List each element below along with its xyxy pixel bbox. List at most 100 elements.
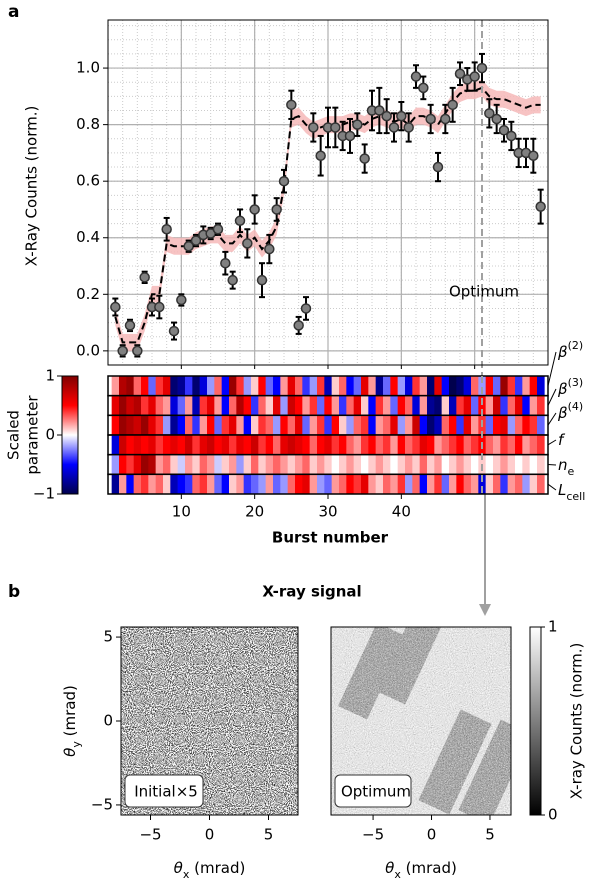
data-point: [513, 137, 524, 169]
heat-cell: [529, 435, 538, 455]
arrow-head: [479, 604, 491, 616]
marker: [220, 257, 231, 269]
data-point: [418, 75, 429, 101]
heat-cell: [207, 395, 215, 416]
heat-cell: [485, 454, 494, 475]
heat-cell: [434, 435, 442, 455]
marker: [454, 68, 466, 79]
heat-cell: [185, 454, 193, 475]
data-point: [535, 188, 546, 225]
heat-cell: [295, 454, 303, 475]
row-label-part: β: [557, 380, 568, 398]
heat-cell: [485, 395, 494, 416]
heat-cell: [148, 474, 156, 495]
heat-cell: [309, 435, 318, 455]
heat-cell: [441, 454, 450, 475]
heat-cell: [236, 415, 244, 436]
heat-cell: [229, 454, 237, 475]
row-label-part: L: [558, 481, 566, 499]
heat-cell: [126, 376, 134, 396]
heat-cell: [471, 415, 479, 436]
x-axis-label: θx (mrad): [385, 859, 457, 881]
heat-cell: [405, 395, 413, 416]
colorbar-tick-label: 0: [45, 426, 55, 444]
x-tick-label: 5: [264, 826, 274, 844]
heat-cell: [258, 415, 266, 436]
data-point: [205, 226, 216, 241]
heat-cell: [214, 435, 222, 455]
marker: [249, 204, 260, 215]
heat-cell: [243, 454, 252, 475]
marker: [286, 99, 297, 111]
data-point: [337, 120, 348, 152]
y-axis-label-part: θ: [61, 748, 79, 757]
data-point: [190, 233, 202, 248]
marker: [535, 201, 546, 212]
heat-cell: [493, 415, 501, 436]
heat-cell: [537, 395, 545, 416]
heat-cell: [390, 395, 398, 416]
heat-cell: [500, 474, 508, 495]
heat-cell: [507, 435, 516, 455]
heat-cell: [155, 435, 164, 455]
heat-cell: [427, 376, 435, 396]
heat-cell: [287, 376, 296, 396]
heat-cell: [361, 376, 369, 396]
heat-cell: [441, 395, 450, 416]
data-point: [300, 296, 312, 321]
row-label-part: f: [558, 431, 566, 449]
heat-cell: [111, 474, 120, 495]
data-point: [374, 86, 385, 135]
heat-cell: [163, 395, 171, 416]
data-point: [220, 250, 231, 276]
y-tick-label: 5: [103, 628, 113, 646]
x-tick-label: −5: [139, 826, 161, 844]
heat-cell: [522, 415, 530, 436]
image-frame: [330, 626, 512, 816]
heat-cell: [375, 395, 384, 416]
heat-cell: [353, 415, 362, 436]
heat-cell: [449, 395, 457, 416]
row-leader: [547, 483, 557, 491]
row-label: β(2): [557, 339, 583, 361]
heat-cell: [199, 415, 208, 436]
heat-cell: [405, 415, 413, 436]
heat-cell: [170, 454, 178, 475]
heat-cell: [537, 474, 545, 495]
data-point: [242, 228, 253, 259]
heat-cell: [141, 376, 149, 396]
row-leader: [547, 351, 557, 386]
colorbar: [61, 375, 79, 495]
heat-cell: [463, 376, 472, 396]
data-point: [359, 143, 370, 174]
marker: [359, 153, 370, 164]
heat-cell: [273, 454, 281, 475]
heat-cell: [471, 395, 479, 416]
heat-cell: [456, 415, 464, 436]
annotation: Optimum: [449, 283, 519, 301]
inset-box: [124, 774, 204, 808]
heat-cell: [192, 395, 200, 416]
y-tick-label: 0.2: [76, 285, 100, 303]
heat-cell: [449, 474, 457, 495]
heat-cell: [493, 454, 501, 475]
heat-cell: [390, 415, 398, 436]
heat-cell: [346, 454, 354, 475]
heat-cell: [229, 474, 237, 495]
heat-cell: [309, 376, 318, 396]
marker: [132, 345, 143, 357]
feature: [338, 627, 406, 720]
marker: [278, 175, 290, 187]
heat-cell: [471, 376, 479, 396]
heat-cell: [449, 454, 457, 475]
heat-cell: [163, 474, 171, 495]
heat-cell: [111, 415, 120, 436]
heat-cell: [485, 376, 494, 396]
heat-cell: [163, 435, 171, 455]
heat-cell: [368, 415, 376, 436]
heat-cell: [243, 474, 252, 495]
heat-cell: [515, 454, 523, 475]
feature: [458, 719, 511, 815]
heat-cell: [229, 376, 237, 396]
marker: [256, 274, 268, 286]
